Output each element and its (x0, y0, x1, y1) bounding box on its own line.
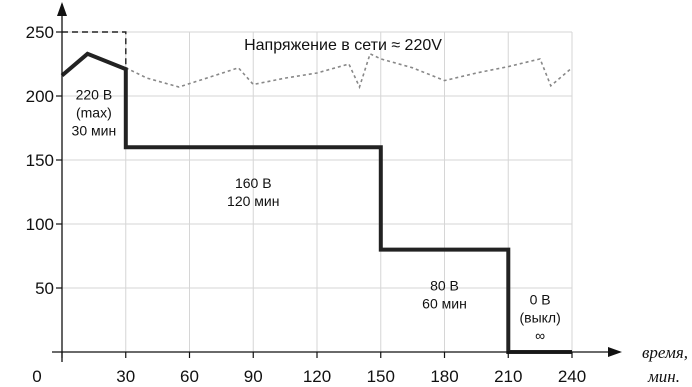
segment-label-3-line-0: 0 В (530, 291, 551, 307)
segment-label-3-line-2: ∞ (535, 327, 545, 343)
x-tick-label: 240 (558, 367, 586, 386)
x-tick-label: 120 (303, 367, 331, 386)
segment-label-2-line-1: 60 мин (422, 295, 467, 311)
x-tick-label: 60 (180, 367, 199, 386)
series-layer (60, 31, 573, 354)
segment-label-3-line-1: (выкл) (519, 309, 560, 325)
mains-voltage-annotation: Напряжение в сети ≈ 220V (244, 37, 442, 54)
segment-label-2-line-0: 80 В (430, 277, 459, 293)
y-tick-label: 200 (26, 87, 54, 106)
x-tick-label: 180 (430, 367, 458, 386)
x-tick-label: 150 (367, 367, 395, 386)
segment-label-0-line-1: (max) (76, 105, 112, 121)
labels: Напряжение в сети ≈ 220V время, мин. 220… (72, 37, 688, 386)
y-tick-label: 100 (26, 215, 54, 234)
x-tick-label: 30 (116, 367, 135, 386)
segment-label-0-line-2: 30 мин (72, 123, 117, 139)
y-tick-label: 250 (26, 23, 54, 42)
segment-label-1-line-0: 160 В (235, 175, 272, 191)
series-max-limit (62, 31, 127, 68)
y-tick-label: 50 (35, 279, 54, 298)
segment-label-0-line-0: 220 В (76, 87, 113, 103)
y-tick-label: 150 (26, 151, 54, 170)
series-output (60, 51, 572, 354)
x-tick-label: 90 (244, 367, 263, 386)
x-axis-title-unit: мин. (647, 367, 680, 386)
x-tick-label: 210 (494, 367, 522, 386)
segment-label-1-line-1: 120 мин (227, 193, 279, 209)
series-mains (125, 52, 573, 90)
axes (52, 2, 622, 362)
x-axis-title: время, (642, 343, 688, 362)
ticks: 0 30 60 90 120 150 180 210 240 50 100 150 200 250 (26, 23, 587, 386)
grid (62, 31, 573, 352)
x-tick-label: 0 (32, 367, 41, 386)
